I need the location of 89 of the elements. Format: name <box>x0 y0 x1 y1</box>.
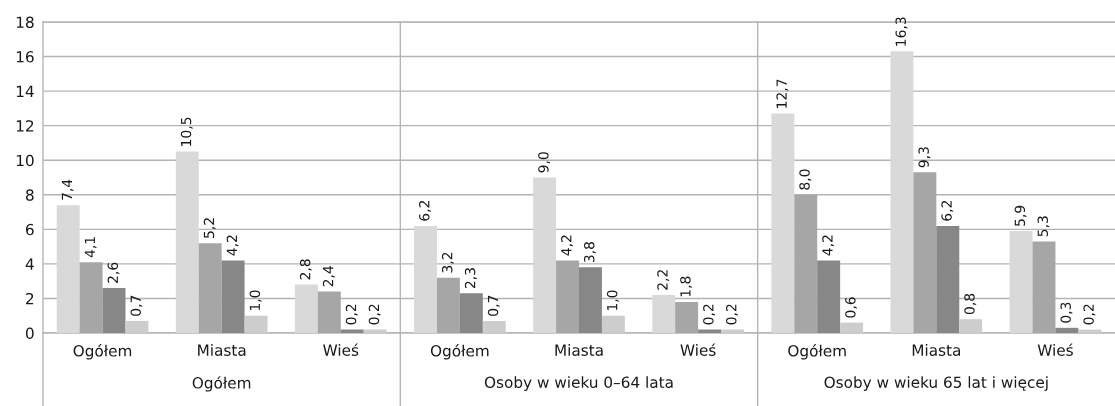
bar <box>936 225 960 333</box>
bar <box>890 51 914 333</box>
data-label: 0,6 <box>845 297 858 318</box>
bar <box>913 172 937 333</box>
bar <box>794 194 818 333</box>
x-tick-label: Ogółem <box>788 344 846 360</box>
bar <box>175 151 199 333</box>
data-label: 6,2 <box>941 201 954 221</box>
bar <box>652 294 676 333</box>
bar <box>244 315 268 333</box>
data-label: 2,6 <box>107 262 120 283</box>
data-label: 4,1 <box>84 237 97 258</box>
data-label: 2,2 <box>657 270 670 290</box>
bar <box>533 177 557 333</box>
data-label: 8,0 <box>799 169 812 190</box>
data-label: 4,2 <box>226 235 239 256</box>
data-label: 12,7 <box>776 79 789 108</box>
bar <box>317 291 341 333</box>
bar <box>959 319 983 333</box>
y-tick-label: 12 <box>16 120 34 132</box>
bar <box>601 315 625 333</box>
y-tick-label: 14 <box>16 85 34 97</box>
bar <box>294 284 318 333</box>
data-label: 0,2 <box>1083 304 1096 325</box>
data-label: 5,2 <box>203 218 216 238</box>
x-tick-label: Wieś <box>680 343 716 356</box>
y-tick-label: 4 <box>25 258 34 270</box>
y-tick-label: 18 <box>16 16 34 29</box>
x-tick-label: Miasta <box>912 344 960 356</box>
x-tick-label: Wieś <box>1037 343 1073 356</box>
x-axis-title: Osoby w wieku 65 lat i więcej <box>824 376 1048 391</box>
data-label: 0,2 <box>726 304 738 325</box>
data-label: 4,2 <box>561 235 573 256</box>
x-tick-label: Miasta <box>198 344 246 356</box>
data-label: 2,3 <box>464 268 477 289</box>
bar <box>1055 327 1079 333</box>
bar <box>1009 231 1033 333</box>
data-label: 6,2 <box>419 201 431 221</box>
data-label: 0,8 <box>964 293 977 315</box>
data-label: 0,7 <box>487 295 500 316</box>
bar <box>102 288 126 333</box>
y-tick-label: 16 <box>16 51 34 63</box>
y-tick-label: 0 <box>25 327 34 340</box>
x-tick-label: Ogółem <box>73 344 132 360</box>
data-label: 0,3 <box>1060 302 1073 323</box>
bar <box>675 301 699 333</box>
data-label: 4,2 <box>822 235 835 256</box>
data-label: 0,2 <box>368 304 381 325</box>
bar <box>840 322 864 333</box>
bar <box>771 113 795 333</box>
data-label: 5,3 <box>1037 216 1050 237</box>
x-axis-title: Osoby w wieku 0–64 lata <box>484 376 673 391</box>
data-label: 0,7 <box>130 295 143 316</box>
data-label: 3,2 <box>441 252 454 273</box>
bar <box>482 320 506 333</box>
data-label: 3,8 <box>583 242 596 263</box>
bar <box>79 262 103 333</box>
data-label: 1,0 <box>249 290 262 311</box>
data-label: 9,3 <box>918 147 931 168</box>
data-label: 0,2 <box>345 304 358 325</box>
bar <box>579 267 602 333</box>
bar <box>1032 241 1056 333</box>
bar <box>56 205 80 333</box>
bar <box>221 260 245 333</box>
bar <box>459 293 483 333</box>
bar <box>125 320 149 333</box>
bar <box>436 277 460 333</box>
y-tick-label: 10 <box>16 154 34 167</box>
data-label: 1,0 <box>606 290 619 311</box>
data-label: 1,8 <box>680 276 693 297</box>
data-label: 7,4 <box>61 179 74 200</box>
x-tick-label: Ogółem <box>430 344 489 360</box>
y-tick-label: 8 <box>25 189 34 201</box>
bar <box>817 260 841 333</box>
x-tick-label: Wieś <box>323 343 359 356</box>
data-label: 2,4 <box>322 266 335 287</box>
data-label: 10,5 <box>180 117 193 146</box>
data-label: 0,2 <box>703 304 716 325</box>
bar <box>556 260 579 333</box>
y-tick-label: 6 <box>26 223 34 236</box>
bar <box>414 225 437 333</box>
y-tick-label: 2 <box>26 292 34 305</box>
x-tick-label: Miasta <box>555 344 603 356</box>
data-label: 2,8 <box>299 259 312 280</box>
data-label: 9,0 <box>538 152 551 173</box>
bar <box>198 243 222 333</box>
data-label: 5,9 <box>1014 205 1027 226</box>
data-label: 16,3 <box>895 17 908 46</box>
x-axis-title: Ogółem <box>192 376 251 392</box>
